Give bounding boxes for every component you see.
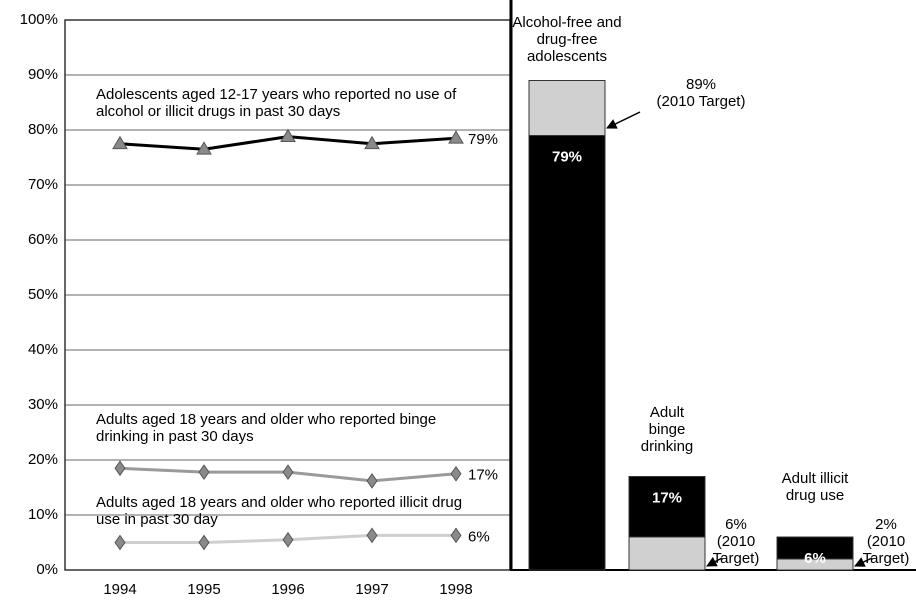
- value-label: 6%: [804, 550, 826, 567]
- y-tick-label: 20%: [28, 451, 58, 468]
- arrow: [854, 557, 873, 567]
- target-value: 89%: [685, 76, 717, 93]
- x-tick-label: 1995: [187, 581, 220, 598]
- y-tick-label: 30%: [28, 396, 58, 413]
- y-tick-label: 40%: [28, 341, 58, 358]
- point-marker: [196, 141, 212, 155]
- point-marker: [282, 464, 294, 480]
- point-marker: [450, 465, 462, 482]
- value-label: 6%: [468, 528, 490, 545]
- value-label: 79%: [468, 131, 498, 148]
- point-marker: [448, 130, 464, 144]
- point-marker: [280, 128, 296, 142]
- point-marker: [366, 473, 378, 489]
- target-value: 6%: [725, 516, 747, 533]
- point-marker: [198, 464, 210, 480]
- point-marker: [198, 534, 210, 551]
- y-tick-label: 90%: [28, 66, 58, 83]
- y-tick-label: 100%: [20, 11, 58, 28]
- arrow: [606, 111, 641, 129]
- x-tick-label: 1998: [439, 581, 472, 598]
- category-label: Alcohol-free and drug-free adolescents: [512, 14, 622, 65]
- arrow: [706, 556, 723, 567]
- x-tick-label: 1996: [271, 581, 304, 598]
- point-marker: [450, 527, 462, 544]
- target-label: 6% (2010 Target): [706, 516, 766, 567]
- y-tick-label: 10%: [28, 506, 58, 523]
- value-label: 17%: [468, 467, 498, 484]
- point-marker: [112, 135, 128, 150]
- x-tick-label: 1997: [355, 581, 388, 598]
- y-tick-label: 70%: [28, 176, 58, 193]
- bar: [776, 558, 854, 571]
- target-note: (2010 Target): [862, 533, 910, 567]
- point-marker: [114, 460, 126, 477]
- value-label: 79%: [552, 148, 582, 165]
- target-note: (2010 Target): [656, 93, 746, 110]
- y-tick-label: 50%: [28, 286, 58, 303]
- value-label: 17%: [652, 489, 682, 506]
- point-marker: [282, 531, 294, 548]
- category-label: Adult illicit drug use: [781, 470, 849, 504]
- category-label: Adult binge drinking: [640, 404, 694, 455]
- target-label: 89% (2010 Target): [636, 76, 766, 110]
- y-tick-label: 80%: [28, 121, 58, 138]
- point-marker: [114, 534, 126, 551]
- target-value: 2%: [875, 516, 897, 533]
- point-marker: [366, 527, 378, 544]
- series-label: Adolescents aged 12-17 years who reporte…: [96, 86, 457, 120]
- bar: [628, 536, 706, 571]
- target-note: (2010 Target): [712, 533, 760, 567]
- target-label: 2% (2010 Target): [856, 516, 916, 567]
- series-label: Adults aged 18 years and older who repor…: [96, 494, 463, 528]
- y-tick-label: 0%: [36, 561, 58, 578]
- series-label: Adults aged 18 years and older who repor…: [96, 411, 437, 445]
- x-tick-label: 1994: [103, 581, 136, 598]
- point-marker: [364, 135, 380, 150]
- y-tick-label: 60%: [28, 231, 58, 248]
- bar: [528, 135, 606, 571]
